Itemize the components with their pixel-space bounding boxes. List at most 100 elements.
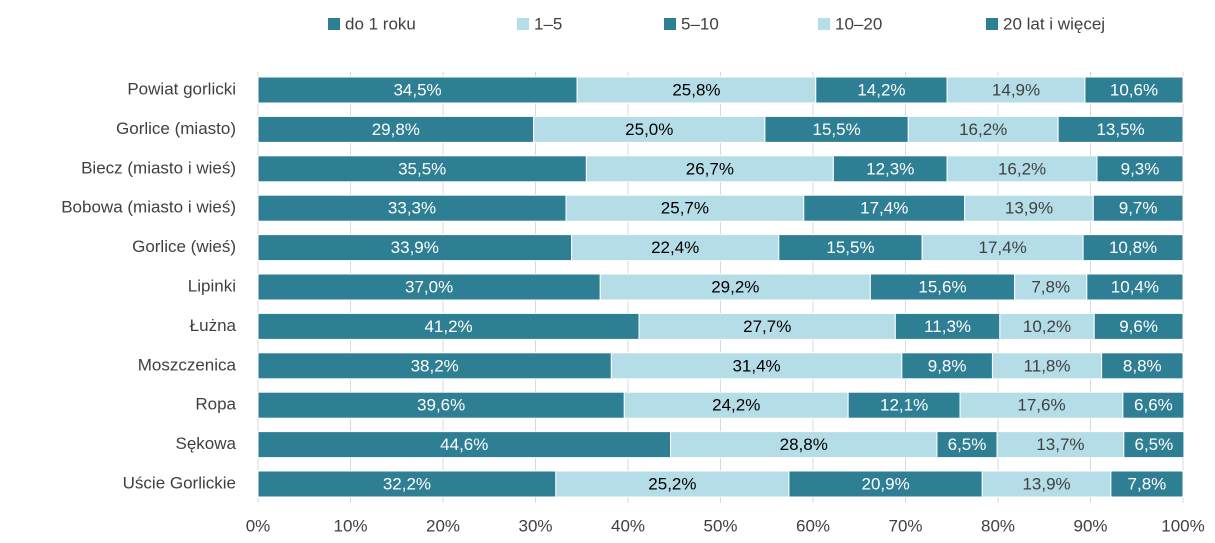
- bar-segment: [959, 391, 1124, 419]
- bar-segment: [1093, 312, 1184, 340]
- bar-segment: [257, 352, 612, 380]
- data-label: 13,9%: [1005, 199, 1053, 218]
- bar-segment: [257, 194, 567, 222]
- data-label: 24,2%: [712, 396, 760, 415]
- bar-segment: [1101, 352, 1184, 380]
- bar-segment: [1092, 194, 1184, 222]
- bar-segment: [999, 312, 1095, 340]
- legend-swatch: [517, 18, 529, 30]
- data-label: 29,2%: [711, 277, 759, 296]
- bar-segment: [1084, 76, 1184, 104]
- x-tick-label: 80%: [981, 516, 1015, 535]
- bar-segment: [921, 234, 1084, 262]
- bar-segment: [981, 470, 1112, 498]
- data-label: 11,8%: [1024, 356, 1071, 375]
- y-tick-label: Moszczenica: [138, 355, 237, 374]
- data-label: 17,6%: [1017, 396, 1065, 415]
- bar-segment: [847, 391, 961, 419]
- bar-segment: [936, 431, 998, 459]
- data-label: 7,8%: [1031, 277, 1070, 296]
- legend-label: 1–5: [534, 14, 562, 33]
- bar-segment: [1014, 273, 1088, 301]
- bar-segment: [257, 431, 672, 459]
- legend-label: 20 lat i więcej: [1003, 14, 1105, 33]
- data-label: 37,0%: [405, 277, 453, 296]
- y-tick-label: Lipinki: [188, 276, 236, 295]
- bar-segment: [257, 234, 573, 262]
- data-label: 34,5%: [393, 80, 441, 99]
- data-label: 33,9%: [391, 238, 439, 257]
- data-label: 33,3%: [388, 199, 436, 218]
- data-label: 32,2%: [383, 474, 431, 493]
- x-tick-label: 70%: [888, 516, 922, 535]
- bar-segment: [257, 115, 535, 143]
- y-tick-label: Gorlice (wieś): [132, 237, 236, 256]
- bar-segment: [996, 431, 1125, 459]
- data-label: 13,9%: [1022, 474, 1070, 493]
- bar-segment: [571, 234, 780, 262]
- bar-segment: [670, 431, 938, 459]
- bar-segment: [832, 155, 948, 183]
- x-tick-label: 100%: [1161, 516, 1204, 535]
- data-label: 17,4%: [979, 238, 1027, 257]
- bar-segment: [1122, 391, 1185, 419]
- bar-segment: [901, 352, 993, 380]
- bar-segment: [599, 273, 871, 301]
- bar-segment: [964, 194, 1094, 222]
- bar-segment: [1123, 431, 1185, 459]
- legend-swatch: [328, 18, 340, 30]
- x-tick-label: 30%: [518, 516, 552, 535]
- bar-segment: [1086, 273, 1184, 301]
- data-label: 16,2%: [998, 159, 1046, 178]
- y-tick-label: Gorlice (miasto): [116, 119, 236, 138]
- bar-segment: [991, 352, 1103, 380]
- data-label: 25,0%: [625, 120, 673, 139]
- data-label: 10,8%: [1109, 238, 1157, 257]
- x-tick-label: 50%: [703, 516, 737, 535]
- data-label: 6,6%: [1134, 396, 1173, 415]
- data-label: 12,1%: [880, 396, 928, 415]
- y-tick-label: Biecz (miasto i wieś): [81, 158, 236, 177]
- bar-segment: [1110, 470, 1184, 498]
- y-tick-label: Uście Gorlickie: [123, 473, 236, 492]
- bar-segment: [1082, 234, 1184, 262]
- data-label: 9,8%: [928, 356, 967, 375]
- data-label: 31,4%: [732, 356, 780, 375]
- data-label: 15,6%: [918, 277, 966, 296]
- bar-segment: [533, 115, 766, 143]
- data-label: 25,2%: [648, 474, 696, 493]
- data-label: 6,5%: [1134, 435, 1173, 454]
- bar-segment: [803, 194, 966, 222]
- data-label: 13,7%: [1036, 435, 1084, 454]
- bar-segment: [576, 76, 817, 104]
- x-tick-label: 10%: [333, 516, 367, 535]
- data-label: 15,5%: [826, 238, 874, 257]
- data-label: 22,4%: [651, 238, 699, 257]
- bar-segment: [788, 470, 983, 498]
- data-label: 26,7%: [686, 159, 734, 178]
- bar-segment: [257, 391, 625, 419]
- y-tick-label: Powiat gorlicki: [127, 79, 236, 98]
- bar-segment: [257, 312, 640, 340]
- x-tick-label: 20%: [426, 516, 460, 535]
- data-label: 14,2%: [857, 80, 905, 99]
- data-label: 15,5%: [812, 120, 860, 139]
- data-label: 6,5%: [948, 435, 987, 454]
- x-tick-label: 90%: [1073, 516, 1107, 535]
- data-label: 12,3%: [866, 159, 914, 178]
- bar-segment: [585, 155, 834, 183]
- data-label: 17,4%: [860, 199, 908, 218]
- data-label: 25,8%: [672, 80, 720, 99]
- data-label: 10,6%: [1110, 80, 1158, 99]
- data-label: 10,2%: [1023, 317, 1071, 336]
- data-label: 35,5%: [398, 159, 446, 178]
- data-label: 20,9%: [862, 474, 910, 493]
- data-label: 9,6%: [1119, 317, 1158, 336]
- bar-segment: [907, 115, 1059, 143]
- data-label: 28,8%: [780, 435, 828, 454]
- bar-segment: [1096, 155, 1184, 183]
- x-tick-label: 0%: [246, 516, 271, 535]
- data-label: 38,2%: [411, 356, 459, 375]
- data-label: 10,4%: [1111, 277, 1159, 296]
